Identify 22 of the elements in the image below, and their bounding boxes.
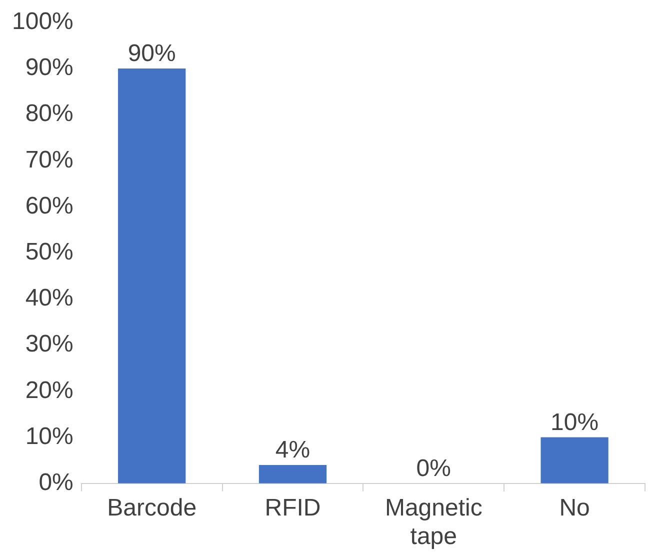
y-tick-label: 0% [38, 469, 74, 496]
x-tick-label: No [559, 494, 590, 522]
y-tick-label: 100% [12, 8, 74, 36]
bar [540, 437, 608, 484]
data-label: 10% [550, 408, 599, 436]
data-label: 4% [275, 436, 310, 464]
x-tick-label: Magnetic tape [384, 494, 482, 550]
y-tick-label: 90% [25, 54, 74, 82]
y-tick-label: 80% [25, 100, 74, 128]
x-tick-label: RFID [264, 494, 321, 522]
x-tick-label: Barcode [107, 494, 197, 522]
y-tick-label: 30% [25, 330, 74, 358]
y-tick-label: 10% [25, 422, 74, 450]
bar [258, 464, 327, 484]
y-tick-label: 20% [25, 376, 74, 404]
y-tick-label: 40% [25, 284, 74, 312]
y-tick-label: 60% [25, 192, 74, 220]
data-label: 90% [128, 40, 176, 68]
data-label: 0% [416, 455, 451, 482]
y-tick-label: 70% [25, 146, 74, 174]
y-tick-label: 50% [25, 238, 74, 266]
bar [118, 68, 186, 484]
